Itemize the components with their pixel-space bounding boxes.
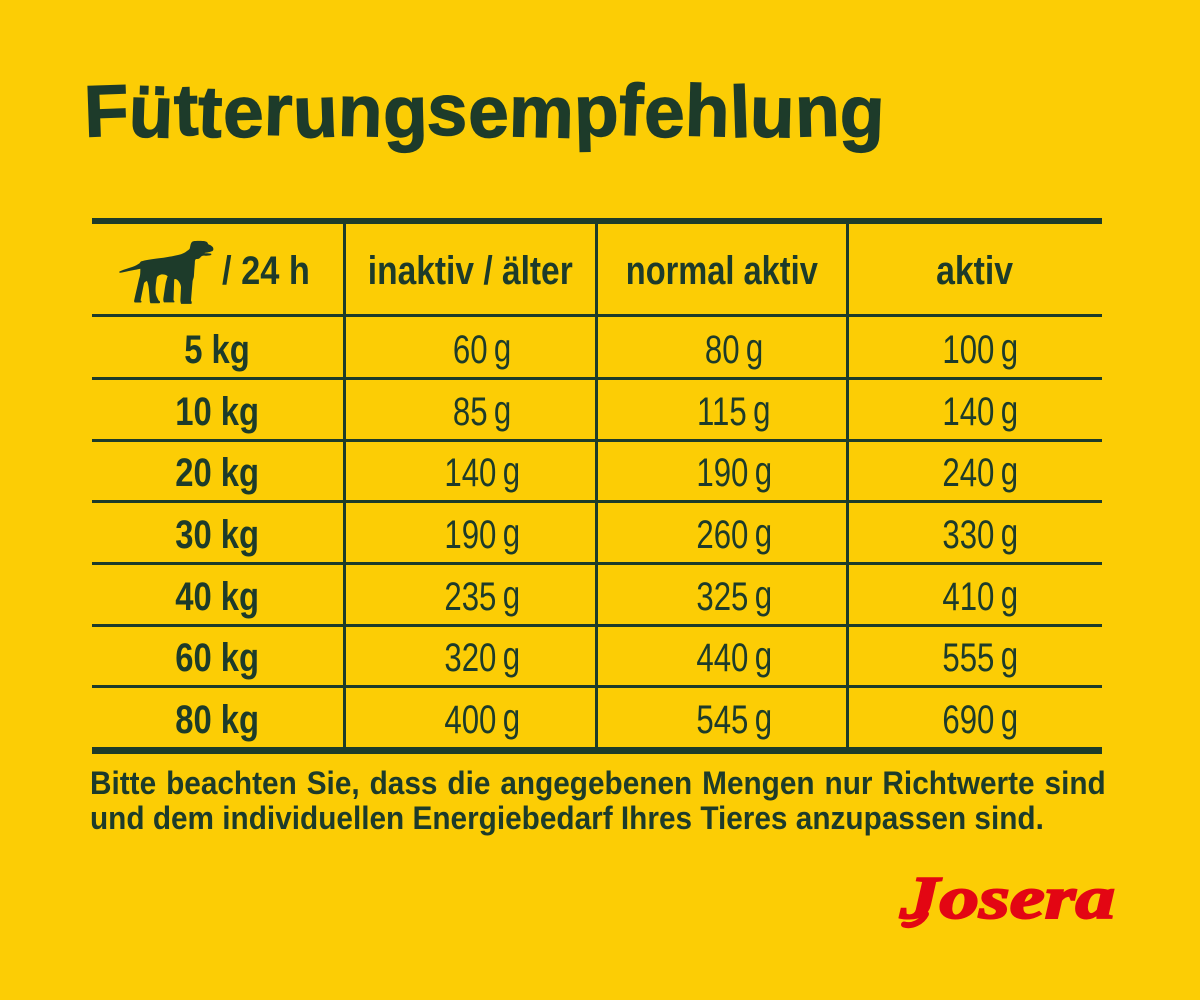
svg-text:Josera: Josera <box>899 865 1115 931</box>
